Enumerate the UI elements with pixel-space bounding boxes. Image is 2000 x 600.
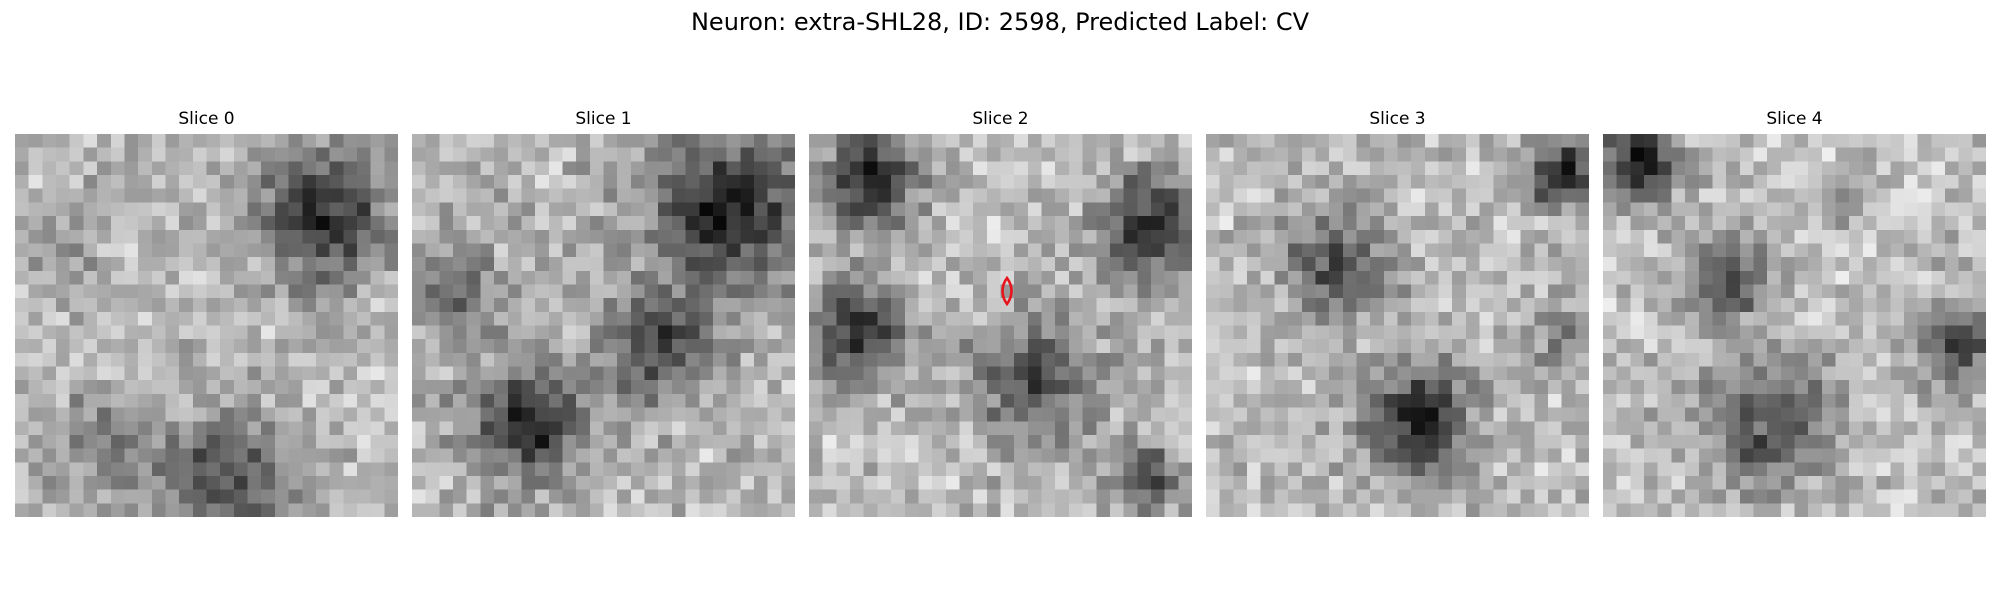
figure-title: Neuron: extra-SHL28, ID: 2598, Predicted…	[690, 8, 1310, 36]
slice-panel-2: Slice 2	[809, 0, 1192, 600]
slice-image-0	[15, 134, 398, 517]
slice-panel-0: Slice 0	[15, 0, 398, 600]
slice-image-3	[1206, 134, 1589, 517]
slice-title-3: Slice 3	[1369, 109, 1426, 129]
slice-image-4	[1603, 134, 1986, 517]
slice-panel-4: Slice 4	[1603, 0, 1986, 600]
slice-panel-1: Slice 1	[412, 0, 795, 600]
slice-title-2: Slice 2	[972, 109, 1029, 129]
slice-title-1: Slice 1	[575, 109, 632, 129]
slice-image-1	[412, 134, 795, 517]
slice-title-4: Slice 4	[1766, 109, 1823, 129]
slice-panel-3: Slice 3	[1206, 0, 1589, 600]
slice-image-2	[809, 134, 1192, 517]
slice-title-0: Slice 0	[178, 109, 235, 129]
